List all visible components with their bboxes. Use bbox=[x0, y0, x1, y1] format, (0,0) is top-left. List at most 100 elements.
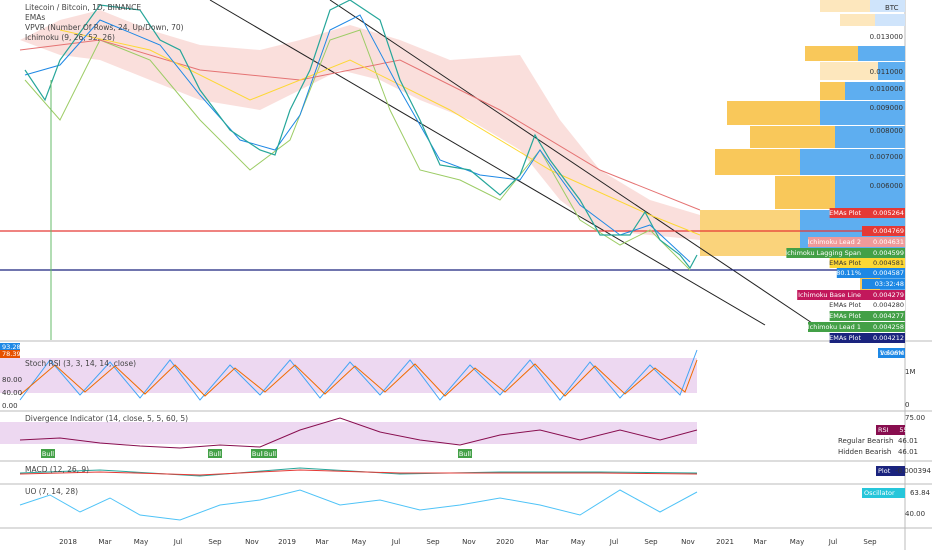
time-label: Jul bbox=[828, 538, 838, 546]
panel-title: MACD (12, 26, 9) bbox=[25, 465, 89, 474]
price-tag bbox=[862, 322, 905, 332]
time-label: May bbox=[790, 538, 804, 546]
axis-label: 40.00 bbox=[905, 510, 925, 518]
signal bbox=[208, 449, 222, 458]
time-label: Mar bbox=[315, 538, 328, 546]
price-tag-label: Ichimoku Lead 2 bbox=[808, 238, 861, 246]
badge-value: 78.39 bbox=[2, 350, 21, 358]
rsi-line bbox=[19, 417, 698, 449]
price-tag-label bbox=[797, 290, 862, 300]
volume-tag: Volume bbox=[880, 349, 904, 357]
price-tag-value: 0.005264 bbox=[873, 209, 904, 217]
price-tag-value: 0.004212 bbox=[873, 334, 904, 342]
time-label: Mar bbox=[753, 538, 766, 546]
indicator: Ichimoku (9, 26, 52, 26) bbox=[25, 33, 115, 42]
axis-label: 0 bbox=[905, 401, 909, 409]
stoch-k bbox=[19, 349, 698, 401]
indicator-tag-value: -0.000394 bbox=[895, 467, 931, 475]
time-label: May bbox=[352, 538, 366, 546]
price-tag-value: 0.004631 bbox=[873, 238, 904, 246]
axis-label: 80.00 bbox=[2, 376, 22, 384]
price-tag bbox=[862, 208, 905, 218]
price-label: 0.009000 bbox=[870, 104, 903, 112]
indicator-tag-label: Hidden Bearish bbox=[838, 448, 891, 456]
price-tag-label: EMAs Plot bbox=[829, 334, 861, 342]
price-tag bbox=[862, 333, 905, 343]
price-tag-label bbox=[808, 322, 862, 332]
price-tag-value: 0.004769 bbox=[873, 227, 904, 235]
price-tag-value: 0.004581 bbox=[873, 259, 904, 267]
signal bbox=[263, 449, 277, 458]
time-label: Sep bbox=[426, 538, 440, 546]
signal-label: Bull bbox=[459, 450, 471, 458]
trend-line bbox=[209, 0, 766, 326]
signal-label: Bull bbox=[209, 450, 221, 458]
price-label: 0.011000 bbox=[870, 68, 903, 76]
ema-line bbox=[59, 29, 701, 236]
time-label: 2018 bbox=[59, 538, 77, 546]
volume-tag: 1.606M bbox=[880, 349, 904, 357]
signal-label: Bull bbox=[42, 450, 54, 458]
price-label: 0.007000 bbox=[870, 153, 903, 161]
axis-label: 40.00 bbox=[2, 389, 22, 397]
time-label: Nov bbox=[462, 538, 476, 546]
price-tag-value: 0.004258 bbox=[873, 323, 904, 331]
signal bbox=[251, 449, 265, 458]
time-label: 2021 bbox=[716, 538, 734, 546]
price-tag bbox=[862, 268, 905, 278]
price-tag-label bbox=[829, 300, 862, 310]
stoch-d bbox=[19, 359, 698, 397]
price-tag-label: EMAs Plot bbox=[829, 259, 861, 267]
price-label: 0.013000 bbox=[870, 33, 903, 41]
indicator-tag-value: 63.84 bbox=[910, 489, 931, 497]
indicator-tag-label: Oscillator bbox=[864, 489, 895, 497]
indicator-tag bbox=[876, 466, 905, 476]
signal-line bbox=[19, 469, 698, 476]
indicator-tag-label: RSI bbox=[878, 426, 889, 434]
axis-label: 75.00 bbox=[905, 414, 925, 422]
time-label: Sep bbox=[208, 538, 222, 546]
price-label: 0.006000 bbox=[870, 182, 903, 190]
price-tag-label bbox=[786, 248, 862, 258]
chart-title: Litecoin / Bitcoin, 1D, BINANCE bbox=[25, 3, 141, 12]
price-tag-label bbox=[808, 237, 862, 247]
price-tag-label: Ichimoku Lagging Span bbox=[785, 249, 861, 257]
price-tag bbox=[862, 226, 905, 236]
trend-line bbox=[329, 0, 816, 326]
panel-title: Divergence Indicator (14, close, 5, 5, 6… bbox=[25, 414, 188, 423]
price-tag-label bbox=[829, 333, 862, 343]
price-label: 0.008000 bbox=[870, 127, 903, 135]
price-tag-label bbox=[836, 268, 862, 278]
price-tag-value: 0.004280 bbox=[873, 301, 904, 309]
price-tag-value: 0.004279 bbox=[873, 291, 904, 299]
price-tag bbox=[862, 311, 905, 321]
time-label: Nov bbox=[681, 538, 695, 546]
time-label: Jul bbox=[173, 538, 183, 546]
ema-line bbox=[24, 14, 691, 263]
time-label: Mar bbox=[535, 538, 548, 546]
price-tag-label: EMAs Plot bbox=[829, 301, 861, 309]
uo-line bbox=[19, 489, 698, 521]
signal bbox=[41, 449, 55, 458]
price-tag bbox=[862, 237, 905, 247]
time-label: May bbox=[134, 538, 148, 546]
indicator-tag-label: Regular Bearish bbox=[838, 437, 893, 445]
price-tag-label: -80.11% bbox=[834, 269, 861, 277]
time-label: Sep bbox=[644, 538, 658, 546]
badge bbox=[0, 343, 20, 351]
price-tag bbox=[862, 279, 905, 289]
indicator-tag bbox=[876, 425, 905, 435]
price-tag-label: EMAs Plot bbox=[829, 312, 861, 320]
band bbox=[0, 422, 697, 444]
price-tag bbox=[862, 258, 905, 268]
currency: BTC bbox=[885, 4, 899, 12]
signal-label: Bull bbox=[252, 450, 264, 458]
price-tag-label: Ichimoku Base Line bbox=[798, 291, 861, 299]
lagging-span bbox=[24, 29, 691, 271]
price-tag-label: Ichimoku Lead 1 bbox=[808, 323, 861, 331]
axis-label: 1M bbox=[905, 368, 916, 376]
price-tag-value: 0.004587 bbox=[873, 269, 904, 277]
price-tag-label bbox=[829, 258, 862, 268]
time-label: Mar bbox=[98, 538, 111, 546]
